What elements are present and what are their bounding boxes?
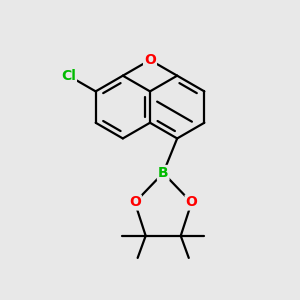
Text: O: O — [186, 196, 197, 209]
Text: O: O — [144, 53, 156, 67]
Text: B: B — [158, 166, 169, 180]
Text: Cl: Cl — [61, 69, 76, 83]
Text: O: O — [129, 196, 141, 209]
